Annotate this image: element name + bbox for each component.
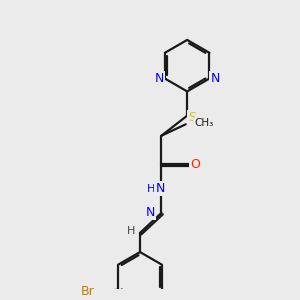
- Text: N: N: [146, 206, 155, 219]
- Text: N: N: [154, 72, 164, 85]
- Text: N: N: [211, 72, 220, 85]
- Text: H: H: [127, 226, 135, 236]
- Text: Br: Br: [80, 285, 94, 298]
- Text: CH₃: CH₃: [194, 118, 214, 128]
- Text: N: N: [155, 182, 165, 195]
- Text: O: O: [190, 158, 200, 171]
- Text: S: S: [188, 111, 196, 124]
- Text: H: H: [146, 184, 155, 194]
